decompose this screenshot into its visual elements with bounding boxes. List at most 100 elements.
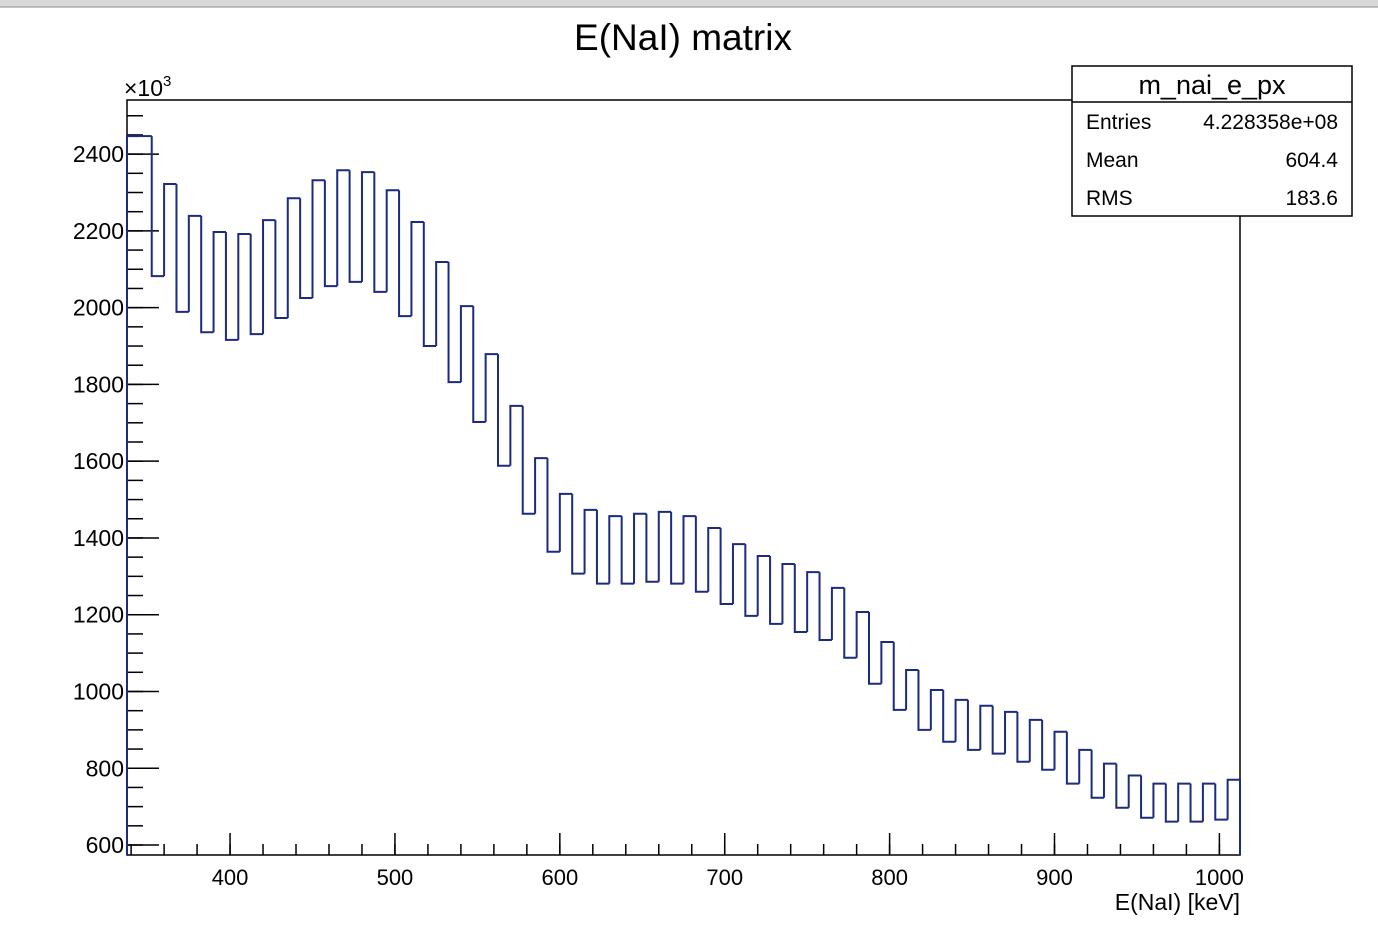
histogram-bin <box>422 222 437 348</box>
histogram-bin <box>323 180 338 288</box>
histogram-bin <box>670 511 684 585</box>
histogram-bin <box>1028 718 1043 762</box>
histogram-bin <box>447 261 461 384</box>
histogram-bin <box>1053 730 1067 770</box>
histogram-bin <box>1189 783 1203 823</box>
y-tick-label: 1600 <box>73 448 124 474</box>
histogram-bin <box>435 260 449 347</box>
histogram-bin <box>1115 763 1129 809</box>
y-tick-label: 600 <box>86 832 124 858</box>
histogram-bin <box>200 215 214 334</box>
x-tick-label: 800 <box>871 865 908 890</box>
histogram-bin <box>954 698 968 742</box>
histogram-bin <box>187 214 202 312</box>
histogram-bin <box>484 353 498 423</box>
stats-box: m_nai_e_px Entries 4.228358e+08 Mean 604.4 RM… <box>1071 65 1353 217</box>
histogram-bin <box>979 704 993 750</box>
x-tick-label: 1000 <box>1195 865 1244 890</box>
histogram-bin <box>769 555 783 625</box>
y-tick-label: 2000 <box>73 295 124 321</box>
histogram-bin <box>843 587 857 659</box>
histogram-bin <box>818 572 832 642</box>
histogram-bin <box>1078 748 1092 784</box>
histogram-bin <box>929 688 944 730</box>
histogram-bin <box>1102 762 1117 798</box>
histogram-bin <box>1226 778 1241 855</box>
histogram-bin <box>707 526 721 592</box>
histogram-bin <box>1214 783 1228 821</box>
y-tick-label: 1200 <box>73 602 124 628</box>
histogram-bin <box>348 170 362 283</box>
multiplier-base: ×10 <box>124 75 163 101</box>
histogram-bin <box>558 492 573 552</box>
histogram-bin <box>905 668 919 710</box>
histogram-bin <box>1177 782 1191 822</box>
x-tick-label: 400 <box>212 865 249 890</box>
histogram-bin <box>731 543 746 604</box>
histogram-bin <box>163 183 177 277</box>
histogram-bin <box>224 232 239 341</box>
histogram-bin <box>756 554 771 616</box>
histogram-bin <box>781 563 795 624</box>
histogram-bin <box>608 515 622 584</box>
stats-label: Entries <box>1086 111 1151 134</box>
histogram-bin <box>830 586 845 641</box>
histogram-bin <box>311 179 325 299</box>
histogram-bin <box>398 190 412 318</box>
histogram-bin <box>534 457 548 514</box>
histogram-bin <box>583 508 597 574</box>
histogram-bin <box>336 169 350 287</box>
window-top-bar <box>0 0 1378 7</box>
chart-title: E(NaI) matrix <box>574 17 792 58</box>
histogram-bin <box>373 172 387 293</box>
histogram-bin <box>509 404 523 466</box>
histogram-bin <box>126 135 140 855</box>
histogram-bin <box>694 516 709 593</box>
histogram-bin <box>917 669 931 731</box>
histogram-bin <box>1016 711 1030 763</box>
histogram-bin <box>459 305 474 383</box>
histogram-bin <box>571 493 585 575</box>
histogram-bin <box>1164 783 1179 823</box>
histogram-bin <box>1201 782 1216 822</box>
histogram-bin <box>793 564 808 633</box>
histogram-bin <box>299 198 313 300</box>
stats-label: Mean <box>1086 149 1139 172</box>
y-tick-label: 2400 <box>73 141 124 167</box>
stats-value: 183.6 <box>1285 187 1338 210</box>
histogram-bin <box>991 705 1006 755</box>
histogram-bin <box>657 510 672 582</box>
histogram-bin <box>1065 731 1080 785</box>
histogram-bin <box>385 189 400 292</box>
histogram-bin <box>744 544 758 617</box>
histogram-bin <box>360 171 375 282</box>
stats-label: RMS <box>1086 187 1133 210</box>
histogram-bin <box>410 221 424 317</box>
y-tick-label: 1800 <box>73 371 124 397</box>
histogram-bin <box>175 184 189 313</box>
stats-value: 4.228358e+08 <box>1203 111 1338 134</box>
histogram-bin <box>249 233 264 336</box>
x-tick-label: 500 <box>377 865 414 890</box>
histogram-bin <box>1004 710 1018 754</box>
histogram-bin <box>1127 774 1142 808</box>
histogram-bin <box>595 509 610 585</box>
histogram-bin <box>262 219 276 335</box>
histogram-bin <box>1140 775 1154 819</box>
histogram-bin <box>892 641 907 711</box>
histogram-bin <box>1152 782 1166 818</box>
histogram-bin <box>880 640 894 684</box>
histogram-bin <box>286 197 301 319</box>
histogram-bin <box>966 699 981 751</box>
stats-title: m_nai_e_px <box>1138 70 1286 100</box>
histogram-bin <box>633 512 647 584</box>
histogram-bin <box>274 220 288 320</box>
stats-box-frame <box>1071 65 1353 217</box>
histogram-bin <box>719 527 733 605</box>
histogram-bin <box>150 136 165 278</box>
y-tick-label: 800 <box>86 755 124 781</box>
multiplier-exponent: 3 <box>163 73 171 90</box>
histogram-bin <box>806 571 820 632</box>
histogram-bin <box>212 231 226 333</box>
histogram-bin <box>868 612 882 685</box>
